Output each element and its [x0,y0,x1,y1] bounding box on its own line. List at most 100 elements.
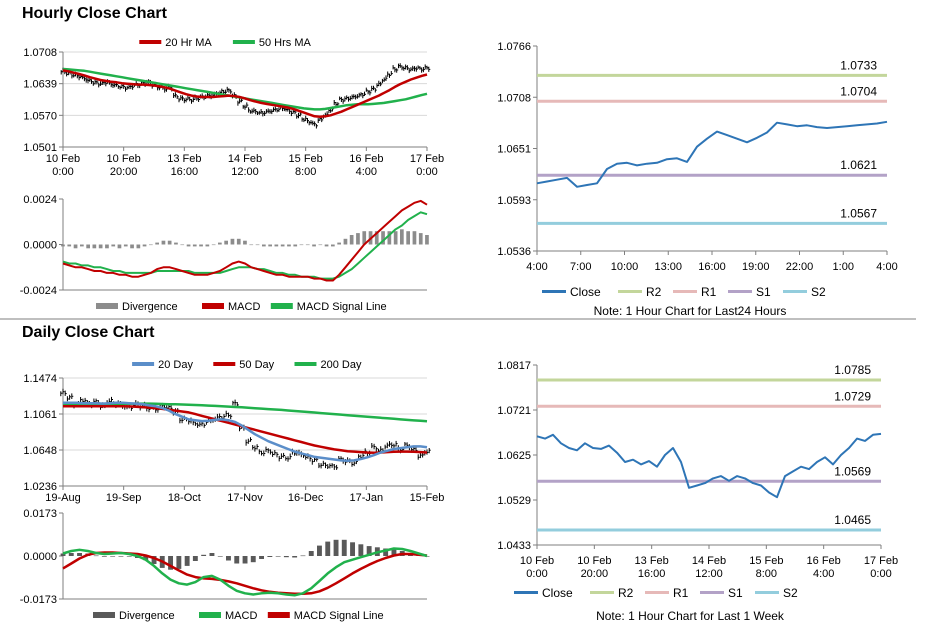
daily-macd-divergence-bar [333,539,339,556]
daily-levels-legend-swatch [645,591,669,594]
daily-macd-divergence-bar [184,556,190,566]
hourly-macd-legend-label: Divergence [122,301,178,313]
hourly-price-x-tick-label: 17 Feb [410,153,444,165]
daily-macd-divergence-bar [325,541,331,556]
daily-macd-divergence-bar [101,556,107,557]
daily-levels-r1-label: 1.0729 [834,389,871,403]
hourly-macd-divergence-bar [324,244,329,247]
hourly-macd-divergence-bar [249,244,254,246]
hourly-macd-divergence-bar [161,240,166,245]
daily-price-y-tick-label: 1.1474 [23,373,57,385]
hourly-macd-divergence-bar [61,244,65,247]
hourly-price-x-tick-label: 15 Feb [289,153,323,165]
hourly-levels-legend-swatch [728,290,752,293]
hourly-macd-line [62,199,428,282]
hourly-macd-divergence-bar [356,233,360,245]
hourly-macd-divergence-bar [305,244,310,246]
hourly-macd-divergence-bar [111,244,116,247]
daily-price-x-tick-label: 18-Oct [168,492,201,504]
daily-levels-x-tick-label: 17 Feb [864,555,898,567]
hourly-macd-divergence-bar [299,244,304,246]
hourly-macd-divergence-bar [80,244,84,247]
hourly-macd-divergence-bar [92,244,97,249]
hourly-macd-y-tick-label: -0.0024 [20,285,57,297]
hourly-macd-divergence-bar [425,235,429,245]
daily-price-y-tick-label: 1.0236 [23,481,57,493]
hourly-macd-divergence-bar [406,231,410,245]
hourly-price-y-tick-label: 1.0570 [23,110,57,122]
hourly-price-x-tick-label: 4:00 [356,166,377,178]
daily-macd-divergence-bar [250,556,256,563]
daily-macd-divergence-bar [275,556,281,557]
hourly-levels-y-tick-label: 1.0536 [497,246,531,258]
hourly-levels-legend-swatch [783,290,807,293]
hourly-levels-legend-swatch [618,290,642,293]
daily-macd-legend-label: Divergence [119,610,175,622]
daily-levels-y-tick-label: 1.0433 [497,540,531,552]
daily-levels-y-tick-label: 1.0625 [497,450,531,462]
daily-levels-x-tick-label: 10 Feb [520,555,554,567]
hourly-macd-divergence-bar [362,231,367,245]
daily-levels-x-tick-label: 16 Feb [807,555,841,567]
hourly-price-x-tick-label: 20:00 [110,166,138,178]
daily-macd-divergence-bar [192,556,198,561]
hourly-price-y-tick-label: 1.0639 [23,79,57,91]
daily-levels-legend-label: R1 [673,586,689,600]
hourly-price-x-tick-label: 10 Feb [107,153,141,165]
daily-macd-divergence-bar [350,542,355,556]
hourly-macd-signal-line [62,211,428,280]
daily-macd-divergence-bar [292,556,298,558]
hourly-levels-legend-label: S1 [756,285,771,299]
hourly-macd-divergence-bar [318,244,323,246]
hourly-macd-divergence-bar [136,244,141,249]
hourly-levels-x-tick-label: 22:00 [786,261,814,273]
daily-macd-line [62,547,428,597]
daily-levels-x-tick-label: 10 Feb [577,555,611,567]
hourly-macd-divergence-bar [381,231,385,245]
daily-levels-legend-swatch [514,591,538,594]
hourly-macd-divergence-bar [155,242,159,245]
daily-macd-legend-swatch [93,612,115,618]
hourly-macd-divergence-bar [418,233,423,245]
hourly-macd-divergence-bar [230,238,235,245]
daily-levels-x-tick-label: 8:00 [756,568,777,580]
hourly-levels-note: Note: 1 Hour Chart for Last24 Hours [594,304,787,318]
hourly-macd-divergence-bar [312,244,316,247]
hourly-price-x-tick-label: 16:00 [171,166,199,178]
hourly-levels-legend-swatch [542,290,566,293]
daily-levels-x-tick-label: 13 Feb [635,555,669,567]
hourly-price-x-tick-label: 13 Feb [167,153,201,165]
daily-levels-legend-swatch [755,591,779,594]
daily-price-y-tick-label: 1.1061 [23,409,57,421]
hourly-price-x-tick-label: 16 Feb [349,153,383,165]
daily-macd-legend-swatch [199,612,221,618]
hourly-levels-x-tick-label: 19:00 [742,261,770,273]
daily-macd-divergence-bar [267,556,273,557]
hourly-macd-divergence-bar [67,244,72,247]
hourly-levels-x-tick-label: 4:00 [526,261,547,273]
daily-levels-x-tick-label: 14 Feb [692,555,726,567]
hourly-macd-divergence-bar [331,244,335,247]
daily-price-legend-swatch [213,362,236,366]
hourly-levels-y-tick-label: 1.0593 [497,195,531,207]
hourly-macd-divergence-bar [255,244,260,246]
hourly-macd-divergence-bar [117,244,122,249]
hourly-macd-divergence-bar [211,244,216,246]
hourly-levels-legend-label: S2 [811,285,826,299]
daily-macd-divergence-bar [143,556,149,561]
daily-price-x-tick-label: 15-Feb [410,492,445,504]
daily-macd-y-tick-label: 0.0173 [23,508,57,520]
daily-macd-divergence-bar [118,556,124,557]
hourly-price-x-tick-label: 10 Feb [46,153,80,165]
hourly-price-legend-label: 50 Hrs MA [259,37,312,49]
hourly-price-legend-swatch [232,40,255,44]
hourly-macd-legend-swatch [270,303,293,309]
hourly-macd-divergence-bar [98,244,103,249]
daily-macd-legend-label: MACD Signal Line [294,610,384,622]
daily-macd-divergence-bar [77,553,82,556]
hourly-section-title: Hourly Close Chart [22,5,167,22]
hourly-macd-divergence-bar [199,244,203,247]
hourly-macd-divergence-bar [287,244,291,247]
daily-price-x-tick-label: 17-Nov [227,492,263,504]
